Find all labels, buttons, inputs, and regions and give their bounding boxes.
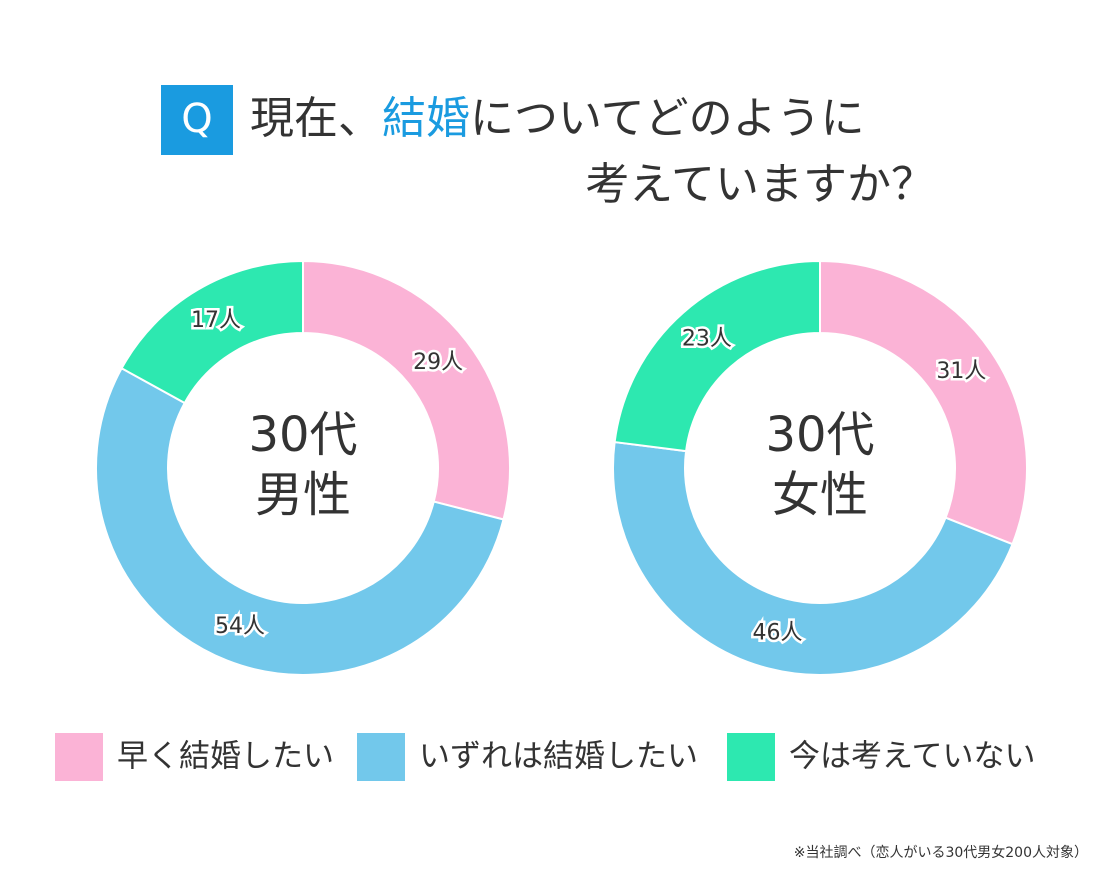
donut-segment: [302, 259, 511, 521]
legend-label: 早く結婚したい: [117, 739, 334, 775]
value-label: 17人: [191, 308, 241, 333]
badge: Q: [181, 96, 212, 142]
legend-swatch: [55, 733, 103, 781]
center-label: 30代: [765, 407, 874, 463]
donut-segment: [612, 440, 1014, 676]
value-label: 23人: [682, 327, 732, 352]
value-label: 29人: [413, 350, 463, 375]
legend-label: 今は考えていない: [789, 739, 1035, 775]
title-part: 現在、: [250, 93, 382, 144]
title-line2: 考えていますか？: [585, 159, 935, 210]
center-label: 女性: [772, 467, 868, 523]
value-label: 31人: [936, 359, 986, 384]
donut-segment: [120, 259, 304, 405]
legend-swatch: [357, 733, 405, 781]
title-line1: 現在、結婚についてどのように: [250, 93, 865, 144]
badge-box: [161, 85, 233, 155]
donut-segment: [613, 259, 821, 453]
footnote: ※当社調べ（恋人がいる30代男女200人対象）: [794, 844, 1088, 861]
center-label: 30代: [248, 407, 357, 463]
donut-segment: [819, 259, 1028, 546]
value-label: 46人: [752, 621, 802, 646]
title-highlight: 結婚: [382, 93, 470, 144]
title-part: についてどのように: [470, 93, 865, 144]
donut-segment: [95, 366, 505, 676]
center-label: 男性: [255, 467, 351, 523]
legend-swatch: [727, 733, 775, 781]
legend-label: いずれは結婚したい: [419, 739, 698, 775]
value-label: 54人: [215, 614, 265, 639]
